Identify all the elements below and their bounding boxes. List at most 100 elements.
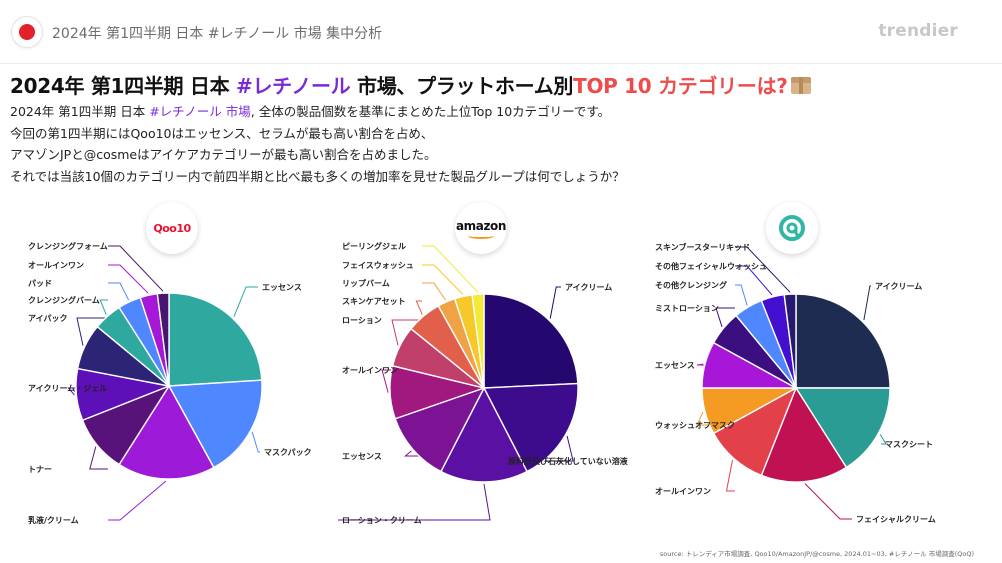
pie-3-label-2: マスクシート	[885, 439, 933, 449]
pie-1-leader-10	[108, 245, 164, 292]
description-line-2: 今回の第1四半期にはQoo10はエッセンス、セラムが最も高い割合を占め、	[10, 125, 434, 141]
description-line-4: それでは当該10個のカテゴリー内で前四半期と比べ最も多くの増加率を見せた製品グル…	[10, 168, 625, 184]
pie-2-label-3: ローション・クリーム	[342, 515, 422, 525]
pie-1-slice-3[interactable]	[118, 384, 215, 480]
pie-1-label-1: エッセンス	[262, 283, 302, 292]
pie-1-slice-2[interactable]	[167, 379, 263, 469]
pie-3-slices	[701, 293, 891, 483]
description-line-1: 2024年 第1四半期 日本 #レチノール 市場, 全体の製品個数を基準にまとめ…	[10, 101, 990, 123]
pie-2-label-1: アイクリーム	[565, 282, 612, 292]
pie-1-leader-2	[251, 431, 260, 453]
pie-2-leader-3	[338, 483, 491, 521]
source-note: source: トレンディア市場調査, Qoo10/AmazonJP/@cosm…	[659, 550, 974, 558]
pie-3-label-1: アイクリーム	[875, 281, 922, 291]
pie-2-leader-6	[391, 319, 422, 346]
pie-3-leader-4	[725, 459, 735, 492]
pie-2-label-4: エッセンス	[342, 452, 382, 461]
pie-1-label-8: パッド	[28, 278, 52, 288]
pie-2-label-9: フェイスウォッシュ	[342, 261, 414, 270]
brand-logo[interactable]: trendier	[878, 21, 958, 41]
description-hashtag: #レチノール 市場	[149, 104, 251, 119]
pie-1-leader-4	[89, 446, 108, 470]
pie-2-slice-4[interactable]	[394, 386, 486, 473]
pie-3-label-4: オールインワン	[655, 487, 711, 496]
cosme-at-icon	[779, 215, 805, 241]
pie-3-slice-4[interactable]	[712, 386, 798, 477]
page-headline: 2024年 第1四半期 日本 #レチノール 市場、プラットホーム別TOP 10 …	[10, 70, 990, 99]
qoo10-logo-text: Qoo10	[153, 221, 191, 235]
pie-2-leader-9	[422, 264, 464, 295]
pie-1-slice-10[interactable]	[156, 292, 170, 387]
pie-3-label-7: ミストローション	[655, 304, 719, 313]
pie-2-slice-2[interactable]	[482, 382, 579, 473]
pie-1-label-6: アイパック	[28, 313, 67, 323]
pie-3-label-3: フェイシャルクリーム	[856, 514, 936, 524]
pie-3-leader-8	[735, 284, 748, 306]
pie-2-label-8: リップバーム	[342, 278, 390, 288]
pie-3-leader-3	[804, 483, 852, 520]
pie-2-label-2: 原料肝及び石灰化していない溶液	[508, 456, 628, 466]
pie-3-slice-3[interactable]	[760, 386, 848, 483]
pie-2-leader-4	[404, 450, 422, 457]
amazon-logo-text: amazon	[455, 219, 507, 233]
pie-1-slices	[75, 292, 263, 480]
pie-1-label-7: クレンジングバーム	[28, 295, 100, 305]
description-line-1-part-3: , 全体の製品個数を基準にまとめた上位Top 10カテゴリーです。	[250, 104, 611, 119]
headline-part-1: 2024年 第1四半期 日本	[10, 74, 236, 98]
pie-1-slice-1[interactable]	[168, 292, 263, 387]
pie-1-label-9: オールインワン	[28, 261, 84, 270]
top-bar: 2024年 第1四半期 日本 #レチノール 市場 集中分析 trendier	[0, 0, 1002, 64]
japan-flag-icon	[12, 17, 42, 47]
pie-2-label-6: ローション	[342, 316, 382, 325]
cosme-logo	[766, 202, 818, 254]
pie-3-label-5: ウォッシュオフマスク	[655, 420, 735, 430]
pie-2-leader-8	[422, 282, 446, 301]
pie-1-label-2: マスクパック	[264, 447, 312, 457]
amazon-smile-icon	[468, 233, 494, 239]
amazon-logo: amazon	[455, 202, 507, 254]
headline-part-3: 市場、プラットホーム別	[350, 74, 574, 98]
description-line-3: アマゾンJPと@cosmeはアイケアカテゴリーが最も高い割合を占めました。	[10, 147, 437, 162]
box-icon	[790, 77, 811, 94]
pie-1-leader-9	[108, 264, 149, 294]
pie-2-leader-7	[415, 300, 423, 315]
pie-3-slice-10[interactable]	[783, 293, 797, 389]
pie-3-label-9: その他フェイシャルウォッシュ	[655, 261, 767, 271]
pie-3-slice-1[interactable]	[795, 293, 891, 389]
pie-1-leader-8	[108, 282, 130, 301]
description: 2024年 第1四半期 日本 #レチノール 市場, 全体の製品個数を基準にまとめ…	[10, 101, 990, 187]
pie-1-leader-1	[233, 286, 258, 317]
pie-1-label-4: トナー	[28, 465, 52, 474]
pie-1-label-3: 乳液/クリーム	[28, 515, 79, 525]
pie-1-label-5: アイクリーム・ジェル	[28, 383, 107, 393]
pie-2-label-5: オールインワン	[342, 366, 398, 375]
pie-2-label-7: スキンケアセット	[342, 297, 406, 306]
pie-1-leader-6	[76, 317, 108, 346]
pie-1-label-10: クレンジングフォーム	[28, 241, 108, 251]
pie-2-slice-3[interactable]	[439, 386, 529, 483]
pie-3-label-6: エッセンス	[655, 361, 695, 370]
pie-2-slice-10[interactable]	[471, 293, 485, 389]
headline-hashtag: #レチノール	[235, 74, 351, 98]
pie-2-slices	[389, 293, 579, 483]
pie-2-leader-1	[549, 286, 561, 319]
pie-3-label-8: その他クレンジング	[655, 280, 727, 290]
pie-3-leader-2	[879, 433, 887, 445]
headline-top10: TOP 10 カテゴリーは?	[573, 74, 788, 98]
pie-1-leader-lines	[67, 245, 260, 521]
report-title: 2024年 第1四半期 日本 #レチノール 市場 集中分析	[52, 26, 383, 42]
pie-3-slice-2[interactable]	[794, 387, 891, 469]
pie-3-leader-9	[735, 265, 773, 296]
pie-2-leader-10	[422, 245, 479, 293]
description-line-1-part-1: 2024年 第1四半期 日本	[10, 104, 150, 119]
pie-1-leader-7	[99, 299, 108, 315]
pie-1-leader-3	[108, 480, 167, 521]
pie-2-slice-1[interactable]	[483, 293, 579, 389]
